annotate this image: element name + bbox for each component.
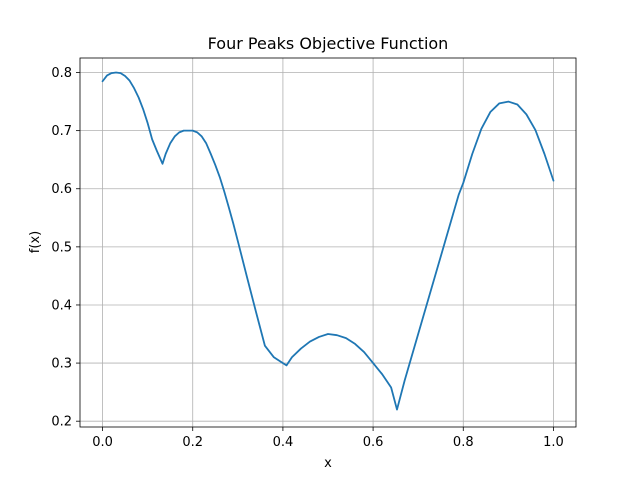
x-tick-label: 0.2 — [182, 435, 203, 450]
x-axis-label: x — [324, 456, 332, 471]
axes-frame — [79, 57, 577, 428]
x-axis: 0.0 0.2 0.4 0.6 0.8 1.0 — [92, 427, 564, 450]
y-tick-label: 0.5 — [51, 240, 72, 255]
series-group — [101, 71, 555, 411]
y-tick-label: 0.3 — [51, 357, 72, 372]
x-tick-label: 1.0 — [543, 435, 564, 450]
x-tick-label: 0.8 — [453, 435, 474, 450]
x-tick-label: 0.4 — [273, 435, 294, 450]
y-tick-label: 0.4 — [51, 298, 72, 313]
y-axis: 0.2 0.3 0.4 0.5 0.6 0.7 0.8 — [51, 66, 80, 430]
y-tick-label: 0.6 — [51, 182, 72, 197]
y-axis-label: f(x) — [28, 231, 43, 253]
x-tick-label: 0.6 — [363, 435, 384, 450]
series-line-0 — [101, 71, 555, 411]
chart-title: Four Peaks Objective Function — [208, 34, 449, 53]
y-tick-label: 0.8 — [51, 66, 72, 81]
x-tick-label: 0.0 — [92, 435, 113, 450]
y-tick-label: 0.7 — [51, 124, 72, 139]
grid — [80, 58, 576, 427]
y-tick-label: 0.2 — [51, 415, 72, 430]
